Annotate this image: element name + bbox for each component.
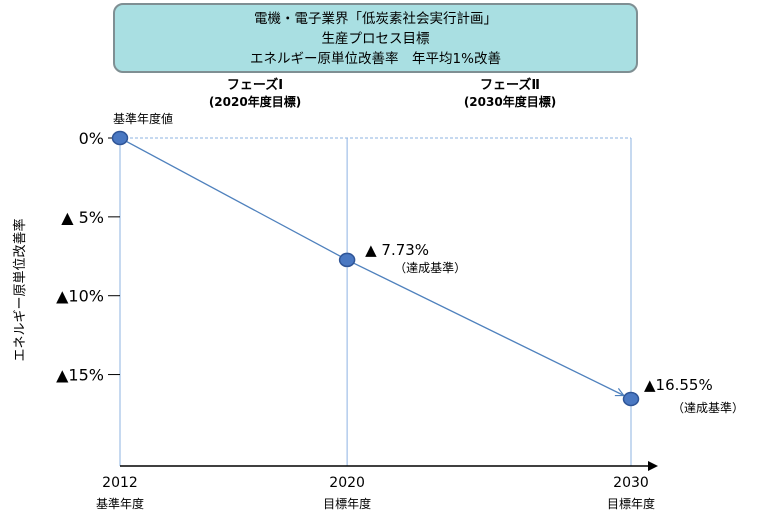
- phase-2-name: フェーズⅡ: [480, 78, 540, 93]
- point-label-2030: ▲16.55%: [644, 376, 713, 394]
- title-line-3: エネルギー原単位改善率 年平均1%改善: [250, 51, 501, 67]
- title-line-2: 生産プロセス目標: [321, 31, 430, 47]
- y-tick-label: ▲10%: [56, 287, 104, 306]
- y-tick-label: ▲15%: [56, 366, 104, 385]
- point-sublabel-2030: （達成基準）: [672, 400, 744, 415]
- data-point-1: [338, 252, 356, 268]
- data-point-0: [111, 130, 129, 146]
- phase-2-sub: (2030年度目標): [463, 95, 557, 109]
- phase-1-label: フェーズⅠ (2020年度目標): [190, 78, 320, 110]
- title-box: 電機・電子業界「低炭素社会実行計画」 生産プロセス目標 エネルギー原単位改善率 …: [113, 3, 638, 73]
- x-tick-label: 2020: [329, 475, 365, 491]
- series-line-segment: [346, 259, 624, 396]
- y-axis-label: エネルギー原単位改善率: [12, 218, 28, 361]
- x-tick-label: 2012: [102, 475, 138, 491]
- data-point-2: [622, 391, 640, 407]
- x-tick-sublabel: 基準年度: [96, 496, 144, 511]
- baseline-value-label: 基準年度値: [113, 111, 173, 126]
- phase-2-label: フェーズⅡ (2030年度目標): [445, 78, 575, 110]
- x-tick-sublabel: 目標年度: [323, 496, 371, 511]
- y-tick-label: ▲ 5%: [61, 208, 104, 227]
- point-label-2020: ▲ 7.73%: [365, 241, 429, 259]
- series-line-segment: [119, 137, 348, 261]
- y-tick-label: 0%: [79, 129, 104, 148]
- title-line-1: 電機・電子業界「低炭素社会実行計画」: [254, 11, 497, 27]
- phase-1-name: フェーズⅠ: [226, 78, 284, 93]
- point-sublabel-2020: （達成基準）: [394, 260, 466, 275]
- phase-1-sub: (2020年度目標): [208, 95, 302, 109]
- x-tick-label: 2030: [613, 475, 649, 491]
- x-tick-sublabel: 目標年度: [607, 496, 655, 511]
